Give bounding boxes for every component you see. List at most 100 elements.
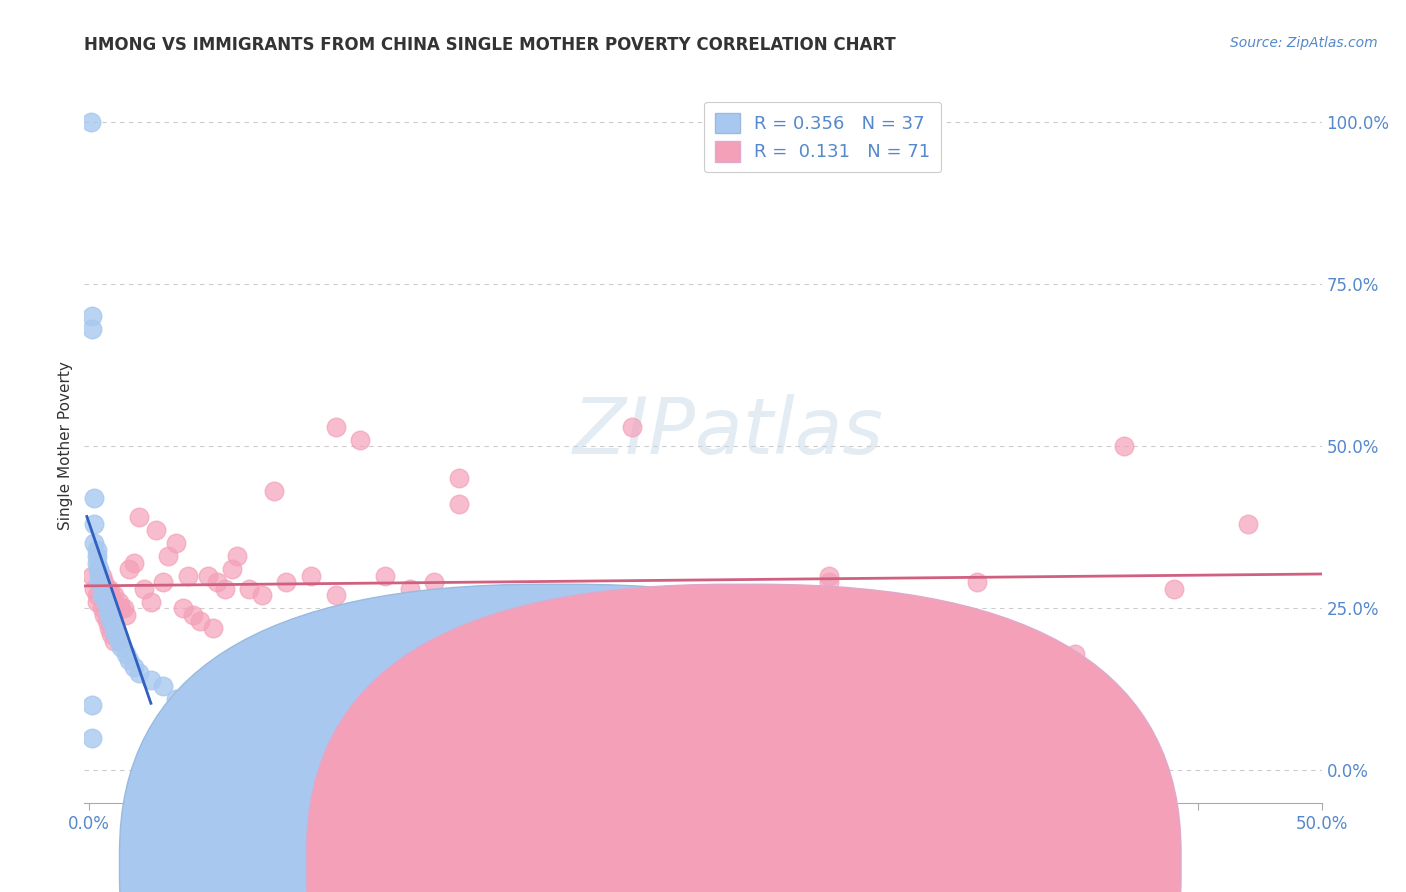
Point: [86, 588, 108, 602]
Point: [522, 614, 544, 628]
Point: [1236, 516, 1258, 531]
Point: [472, 607, 495, 622]
Point: [122, 659, 145, 673]
Point: [177, 568, 200, 582]
Point: [118, 653, 141, 667]
Text: HMONG VS IMMIGRANTS FROM CHINA SINGLE MOTHER POVERTY CORRELATION CHART: HMONG VS IMMIGRANTS FROM CHINA SINGLE MO…: [84, 36, 896, 54]
Point: [96, 598, 118, 612]
Point: [128, 510, 150, 524]
Point: [214, 582, 236, 596]
Point: [139, 595, 162, 609]
Point: [103, 624, 125, 638]
Point: [83, 536, 105, 550]
Point: [620, 640, 643, 654]
Point: [139, 673, 162, 687]
Point: [93, 607, 115, 622]
Point: [325, 588, 347, 602]
Legend: R = 0.356   N = 37, R =  0.131   N = 71: R = 0.356 N = 37, R = 0.131 N = 71: [704, 102, 942, 172]
Point: [108, 595, 131, 609]
Point: [817, 575, 839, 590]
Point: [128, 666, 150, 681]
Point: [966, 575, 988, 590]
Point: [374, 568, 396, 582]
Point: [96, 582, 118, 596]
Point: [112, 601, 135, 615]
Point: [80, 568, 103, 582]
Point: [83, 516, 105, 531]
Point: [157, 549, 180, 564]
Point: [93, 591, 115, 606]
Point: [276, 575, 298, 590]
Point: [83, 582, 105, 596]
Point: [221, 562, 243, 576]
Point: [197, 568, 219, 582]
Point: [89, 562, 111, 576]
Point: [86, 542, 108, 557]
Point: [201, 621, 224, 635]
Point: [571, 633, 593, 648]
Point: [165, 536, 187, 550]
Point: [1114, 439, 1136, 453]
Point: [90, 601, 112, 615]
Point: [181, 607, 204, 622]
Point: [100, 627, 122, 641]
Point: [132, 582, 155, 596]
Point: [105, 627, 128, 641]
Point: [1015, 633, 1038, 648]
Point: [122, 556, 145, 570]
Point: [98, 607, 121, 622]
Point: [96, 614, 118, 628]
Point: [89, 568, 111, 582]
Point: [103, 617, 125, 632]
Point: [86, 549, 108, 564]
Text: Hmong: Hmong: [581, 856, 641, 874]
Point: [299, 568, 322, 582]
Point: [86, 595, 108, 609]
Point: [325, 419, 347, 434]
Point: [866, 633, 889, 648]
Point: [110, 601, 132, 615]
Point: [226, 549, 249, 564]
Y-axis label: Single Mother Poverty: Single Mother Poverty: [58, 361, 73, 531]
Point: [941, 647, 963, 661]
Point: [165, 692, 187, 706]
Text: Immigrants from China: Immigrants from China: [768, 856, 959, 874]
Point: [172, 601, 194, 615]
Point: [83, 491, 105, 505]
Point: [96, 595, 118, 609]
Point: [90, 578, 112, 592]
Point: [98, 601, 121, 615]
Point: [1163, 582, 1185, 596]
Point: [80, 698, 103, 713]
Point: [620, 419, 643, 434]
Point: [152, 575, 174, 590]
Point: [447, 471, 470, 485]
Point: [103, 588, 125, 602]
Point: [115, 647, 138, 661]
Point: [89, 575, 111, 590]
Point: [93, 588, 115, 602]
Point: [263, 484, 285, 499]
Point: [817, 568, 839, 582]
Point: [145, 524, 167, 538]
Point: [423, 575, 446, 590]
Point: [87, 562, 110, 576]
Point: [90, 568, 112, 582]
Point: [80, 114, 103, 128]
Point: [98, 582, 121, 596]
Point: [100, 611, 122, 625]
Point: [152, 679, 174, 693]
Point: [115, 607, 138, 622]
Point: [349, 433, 371, 447]
Point: [80, 731, 103, 745]
Text: ZIPatlas: ZIPatlas: [572, 393, 883, 470]
Point: [86, 556, 108, 570]
Text: Source: ZipAtlas.com: Source: ZipAtlas.com: [1230, 36, 1378, 50]
Point: [695, 621, 717, 635]
Point: [447, 497, 470, 511]
Point: [108, 633, 131, 648]
Point: [288, 621, 311, 635]
Point: [108, 633, 131, 648]
Point: [82, 322, 104, 336]
Point: [80, 310, 103, 324]
